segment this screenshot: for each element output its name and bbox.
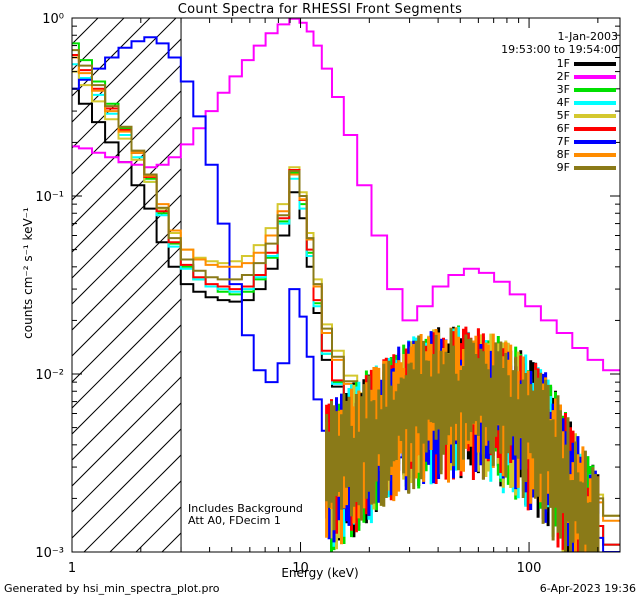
legend-item-swatch: [574, 166, 616, 170]
legend-item-swatch: [574, 127, 616, 131]
legend-item-swatch: [574, 75, 616, 79]
series-2F: [72, 18, 620, 372]
legend-item-label: 3F: [556, 83, 570, 96]
legend-item-swatch: [574, 140, 616, 144]
page-title: Count Spectra for RHESSI Front Segments: [177, 2, 463, 17]
legend-item-swatch: [574, 101, 616, 105]
series-noise-9F: [325, 328, 600, 552]
legend-item-swatch: [574, 153, 616, 157]
legend-item-swatch: [574, 114, 616, 118]
axes-layer: [71, 17, 621, 553]
legend-item-label: 7F: [556, 135, 570, 148]
legend-item-label: 2F: [556, 70, 570, 83]
y-tick-label: 10⁻¹: [35, 190, 64, 205]
y-tick-label: 10⁻³: [35, 546, 64, 561]
x-tick-label: 1: [68, 561, 76, 576]
legend-item-label: 6F: [556, 122, 570, 135]
legend-date: 1-Jan-2003: [557, 30, 619, 43]
y-tick-label: 10⁻²: [35, 368, 64, 383]
data-series-layer: [72, 18, 620, 552]
x-axis-label: Energy (keV): [281, 566, 359, 580]
annotation-includes-background: Includes Background: [188, 502, 303, 515]
legend-item-swatch: [574, 62, 616, 66]
legend-item-label: 8F: [556, 148, 570, 161]
legend-item-label: 1F: [556, 57, 570, 70]
annotation-attenuator-state: Att A0, FDecim 1: [188, 514, 281, 527]
legend-item-label: 9F: [556, 161, 570, 174]
y-tick-label: 10⁰: [42, 12, 64, 27]
legend-item-label: 4F: [556, 96, 570, 109]
legend-item-swatch: [574, 88, 616, 92]
x-tick-label: 10: [292, 561, 309, 576]
legend-item-label: 5F: [556, 109, 570, 122]
footer-timestamp: 6-Apr-2023 19:36: [539, 582, 636, 595]
footer-generator: Generated by hsi_min_spectra_plot.pro: [4, 582, 220, 595]
tick-label-layer: 1 10 100 10⁻³ 10⁻² 10⁻¹ 10⁰: [35, 12, 541, 576]
legend-time-range: 19:53:00 to 19:54:00: [501, 43, 618, 56]
x-tick-label: 100: [517, 561, 542, 576]
